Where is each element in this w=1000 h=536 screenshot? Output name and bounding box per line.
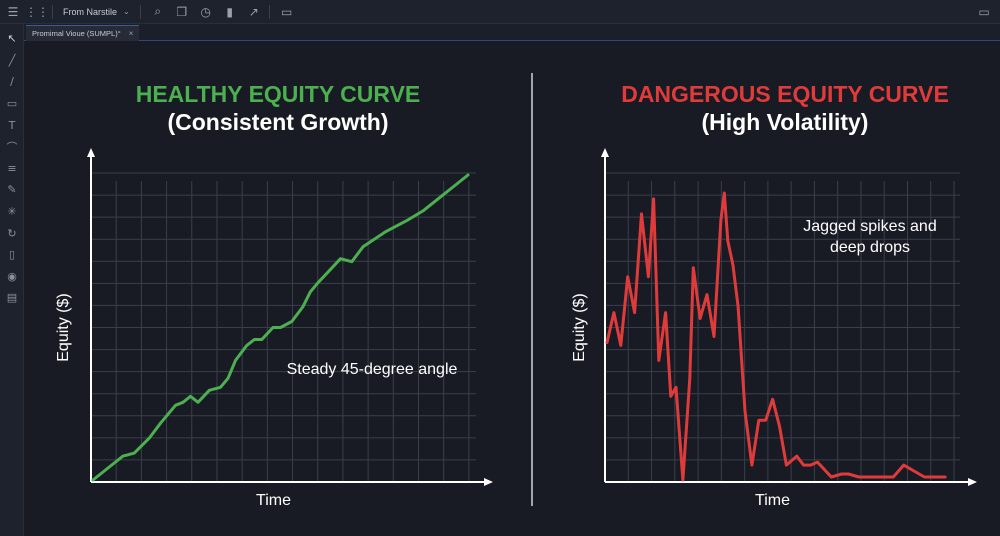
grid-icon[interactable]: ⋮⋮ [25, 4, 49, 19]
bar-chart-icon[interactable]: ▮ [226, 4, 234, 19]
chart-subtitle: (Consistent Growth) [167, 109, 388, 135]
x-axis-label: Time [755, 492, 790, 509]
rectangle-tool-icon[interactable]: ▭ [6, 97, 18, 111]
y-axis-arrow [87, 148, 95, 157]
chart-tab[interactable]: Promimal Vioue (SUMPL)° × [26, 25, 140, 41]
layers-icon[interactable]: ▤ [6, 291, 18, 305]
pen-tool-icon[interactable]: ∕ [10, 75, 14, 89]
chart-annotation: Steady 45-degree angle [287, 361, 458, 378]
measure-icon[interactable]: ▯ [8, 248, 16, 262]
x-axis-arrow [968, 478, 977, 486]
toolbar-divider [268, 4, 270, 19]
chart-canvas: HEALTHY EQUITY CURVE (Consistent Growth) T… [24, 41, 1000, 536]
brush-tool-icon[interactable]: ✎ [7, 183, 17, 197]
copy-icon[interactable]: ❐ [176, 4, 188, 19]
symbol-label: From Narstile [63, 6, 118, 17]
series-line [605, 191, 947, 482]
line-chart-icon[interactable]: ↗ [248, 4, 259, 19]
x-axis-label: Time [256, 492, 291, 509]
y-axis-arrow [601, 148, 609, 157]
drawing-toolbar: ↖ ╱ ∕ ▭ T ⌒ ≡ ✎ ✳ ↻ ▯ ◉ ▤ [0, 24, 24, 536]
toolbar-divider [139, 4, 141, 19]
curve-tool-icon[interactable]: ⌒ [6, 140, 18, 154]
line-tool-icon[interactable]: ╱ [8, 53, 16, 67]
settings-icon[interactable]: ▭ [978, 5, 990, 19]
text-tool-icon[interactable]: T [8, 118, 16, 132]
y-axis-label: Equity ($) [55, 293, 72, 361]
y-axis-label: Equity ($) [571, 293, 588, 361]
clock-icon[interactable]: ◷ [200, 4, 211, 19]
fib-tool-icon[interactable]: ≡ [7, 161, 17, 175]
layout-icon[interactable]: ▭ [281, 4, 293, 19]
rotate-icon[interactable]: ↻ [7, 226, 17, 240]
search-icon[interactable]: ⌕ [154, 4, 162, 18]
series-line [91, 173, 470, 482]
chart-tab-bar: Promimal Vioue (SUMPL)° × [24, 24, 1000, 41]
chevron-down-icon: ⌄ [123, 7, 130, 16]
chart-annotation: deep drops [830, 239, 910, 256]
comparison-chart-svg: HEALTHY EQUITY CURVE(Consistent Growth) T… [55, 73, 977, 509]
chart-title: HEALTHY EQUITY CURVE [136, 81, 421, 107]
eye-icon[interactable]: ◉ [7, 269, 17, 283]
chart-annotation: Jagged spikes and [803, 218, 936, 235]
chart-tab-label: Promimal Vioue (SUMPL)° [32, 29, 121, 38]
close-icon[interactable]: × [128, 29, 134, 38]
menu-icon[interactable]: ☰ [7, 4, 19, 19]
top-toolbar: ☰ ⋮⋮ From Narstile ⌄ ⌕ ❐ ◷ ▮ ↗ ▭ ▭ [0, 0, 1000, 24]
magic-tool-icon[interactable]: ✳ [7, 205, 17, 219]
toolbar-divider [52, 4, 53, 19]
symbol-search-button[interactable]: From Narstile ⌄ [57, 2, 136, 22]
x-axis-arrow [484, 478, 493, 486]
chart-subtitle: (High Volatility) [702, 109, 869, 135]
cursor-icon[interactable]: ↖ [7, 32, 17, 46]
chart-title: DANGEROUS EQUITY CURVE [621, 81, 949, 107]
